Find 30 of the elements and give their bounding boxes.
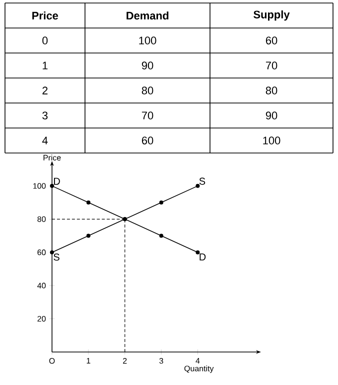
data-label: 60 — [142, 136, 154, 144]
point — [196, 184, 200, 188]
point — [159, 234, 164, 238]
point — [86, 200, 90, 205]
y-tick-label: 2 — [42, 86, 48, 94]
data-label: 100 — [263, 136, 280, 144]
point — [50, 250, 54, 254]
data-label: 60 — [266, 36, 278, 44]
annotation: D — [54, 178, 60, 185]
data-label: 90 — [266, 112, 278, 120]
y-tick-label: 4 — [42, 136, 48, 144]
data-label: 100 — [139, 36, 156, 44]
y-tick-label: 1 — [42, 62, 48, 70]
data-label: 80 — [142, 86, 154, 94]
y-tick-label: 0 — [42, 36, 48, 44]
y-axis-title: Price — [32, 11, 58, 20]
data-label: 80 — [266, 86, 278, 94]
y-tick-label: 3 — [42, 112, 48, 120]
annotation: S — [54, 254, 60, 261]
x-tick-label: Demand — [126, 11, 168, 20]
data-label: 90 — [142, 62, 154, 70]
point — [196, 250, 200, 254]
series-label: D — [200, 254, 206, 260]
point — [159, 200, 164, 205]
point — [50, 184, 54, 188]
x-tick-label: Supply — [254, 10, 290, 21]
series-label: S — [199, 178, 206, 185]
data-label: 70 — [266, 62, 278, 70]
data-label: 70 — [142, 112, 154, 120]
point — [86, 234, 90, 238]
